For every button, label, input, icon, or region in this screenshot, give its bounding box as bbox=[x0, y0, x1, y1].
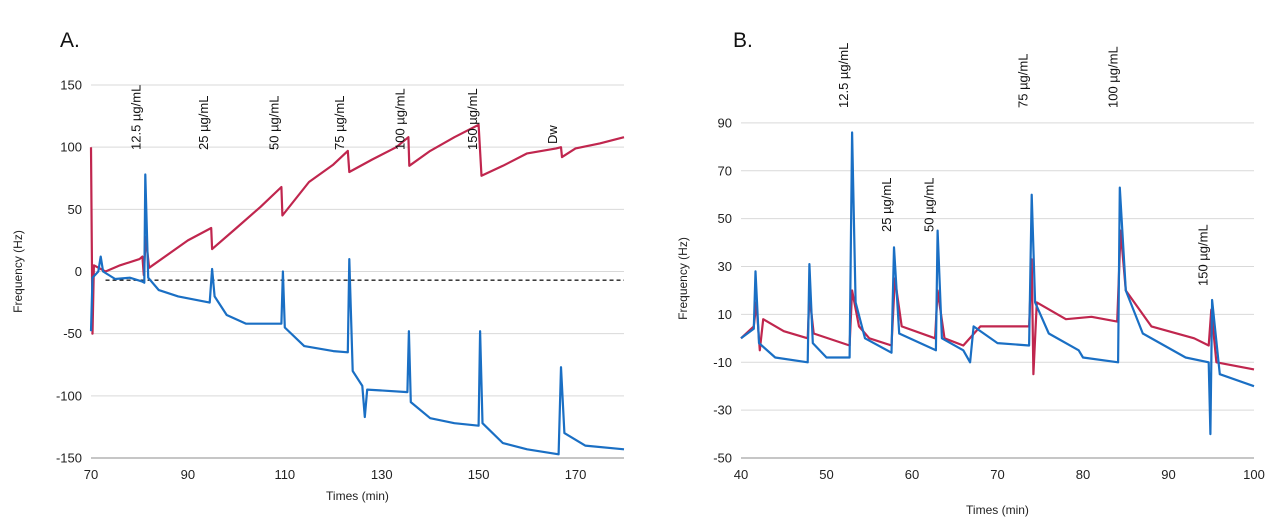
panel-label: A. bbox=[60, 29, 80, 52]
concentration-annotation: 100 µg/mL bbox=[1105, 46, 1120, 108]
y-tick-label: 50 bbox=[718, 211, 732, 226]
concentration-annotation: 25 µg/mL bbox=[196, 96, 211, 150]
concentration-annotation: 50 µg/mL bbox=[922, 178, 937, 232]
y-tick-label: 100 bbox=[60, 140, 82, 155]
x-tick-label: 90 bbox=[1161, 467, 1175, 482]
y-tick-label: 50 bbox=[68, 202, 82, 217]
x-tick-label: 150 bbox=[468, 467, 490, 482]
concentration-annotation: 50 µg/mL bbox=[266, 96, 281, 150]
x-tick-label: 60 bbox=[905, 467, 919, 482]
concentration-annotation: 150 µg/mL bbox=[1195, 224, 1210, 286]
x-tick-label: 130 bbox=[371, 467, 393, 482]
y-tick-label: 150 bbox=[60, 78, 82, 93]
series-line-1 bbox=[740, 131, 1255, 436]
y-tick-label: -50 bbox=[63, 326, 82, 341]
concentration-annotation: 75 µg/mL bbox=[1016, 54, 1031, 108]
x-axis-title: Times (min) bbox=[326, 489, 389, 503]
panel-label: B. bbox=[733, 29, 753, 52]
x-axis-title: Times (min) bbox=[966, 503, 1029, 517]
y-tick-label: 90 bbox=[718, 115, 732, 130]
concentration-annotation: 100 µg/mL bbox=[392, 88, 407, 150]
y-tick-label: -30 bbox=[713, 403, 732, 418]
series-line-1 bbox=[89, 173, 625, 456]
y-axis-title: Frequency (Hz) bbox=[11, 230, 25, 313]
y-tick-label: 10 bbox=[718, 307, 732, 322]
y-tick-label: -10 bbox=[713, 355, 732, 370]
x-tick-label: 100 bbox=[1243, 467, 1265, 482]
x-tick-label: 70 bbox=[84, 467, 98, 482]
concentration-annotation: 75 µg/mL bbox=[332, 96, 347, 150]
x-tick-label: 50 bbox=[819, 467, 833, 482]
y-tick-label: 0 bbox=[75, 264, 82, 279]
concentration-annotation: 12.5 µg/mL bbox=[128, 85, 143, 150]
x-tick-label: 70 bbox=[990, 467, 1004, 482]
concentration-annotation: Dw bbox=[545, 125, 560, 144]
x-tick-label: 40 bbox=[734, 467, 748, 482]
series-line-0 bbox=[89, 123, 625, 335]
y-tick-label: 30 bbox=[718, 259, 732, 274]
x-tick-label: 90 bbox=[181, 467, 195, 482]
y-tick-label: -150 bbox=[56, 451, 82, 466]
y-tick-label: -50 bbox=[713, 451, 732, 466]
concentration-annotation: 25 µg/mL bbox=[879, 178, 894, 232]
y-tick-label: -100 bbox=[56, 388, 82, 403]
x-tick-label: 110 bbox=[274, 467, 295, 482]
y-tick-label: 70 bbox=[718, 163, 732, 178]
x-tick-label: 80 bbox=[1076, 467, 1090, 482]
y-axis-title: Frequency (Hz) bbox=[676, 237, 690, 320]
concentration-annotation: 12.5 µg/mL bbox=[836, 43, 851, 108]
x-tick-label: 170 bbox=[565, 467, 587, 482]
concentration-annotation: 150 µg/mL bbox=[465, 88, 480, 150]
